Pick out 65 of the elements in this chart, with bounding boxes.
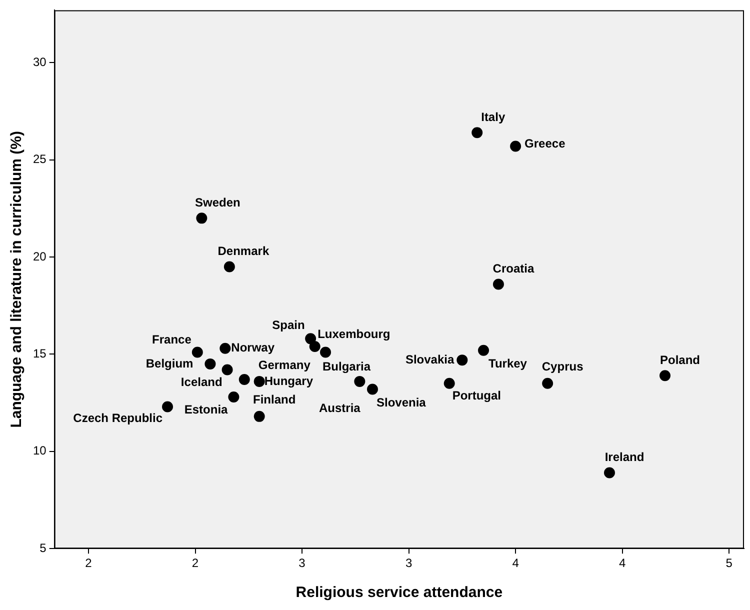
x-tick-label: 4 — [512, 556, 520, 570]
point — [220, 342, 231, 354]
annotation: Ireland — [604, 450, 644, 464]
point — [444, 378, 455, 389]
annotation: Cyprus — [542, 360, 584, 374]
x-tick-label: 3 — [298, 556, 306, 570]
point — [204, 358, 216, 370]
point — [542, 378, 554, 389]
point — [222, 364, 233, 376]
point — [192, 346, 203, 358]
annotation: Sweden — [194, 195, 240, 210]
annotation: France — [152, 332, 192, 347]
annotation: Croatia — [492, 262, 534, 276]
point — [309, 340, 320, 352]
y-tick-label: 15 — [32, 346, 47, 361]
annotation: Austria — [319, 400, 361, 415]
point — [238, 374, 250, 385]
annotation: Italy — [481, 110, 506, 124]
y-tick-label: 10 — [32, 444, 47, 458]
point — [224, 261, 235, 272]
annotation: Estonia — [184, 402, 228, 416]
y-tick-label: 20 — [32, 249, 47, 264]
y-axis-title: Language and literature in curriculum (%) — [8, 131, 26, 428]
point — [510, 140, 522, 152]
annotation: Spain — [272, 318, 305, 332]
annotation: Czech Republic — [73, 411, 163, 426]
point — [492, 278, 504, 290]
point — [456, 354, 468, 366]
annotation: Slovakia — [405, 352, 454, 366]
y-tick-label: 5 — [40, 540, 47, 555]
point — [305, 333, 316, 344]
point — [478, 344, 490, 356]
annotation: Portugal — [452, 388, 502, 403]
y-tick-label: 30 — [32, 54, 47, 69]
annotation: Luxembourg — [318, 326, 390, 341]
annotation: Hungary — [264, 374, 314, 388]
annotation: Turkey — [488, 356, 528, 371]
x-axis-title: Religious service attendance — [296, 584, 503, 602]
point — [228, 391, 240, 402]
annotation: Belgium — [146, 356, 194, 370]
x-tick-label: 4 — [618, 556, 626, 570]
annotation: Poland — [660, 352, 700, 367]
x-tick-label: 3 — [405, 556, 412, 570]
annotation: Slovenia — [376, 396, 426, 410]
annotation: Germany — [258, 358, 311, 372]
annotation: Greece — [524, 136, 566, 151]
x-tick-label: 2 — [85, 556, 92, 570]
annotation: Iceland — [180, 375, 222, 390]
point — [196, 212, 208, 224]
y-tick-label: 25 — [32, 152, 47, 166]
point — [162, 401, 174, 412]
annotation: Denmark — [218, 244, 270, 258]
x-tick-label: 5 — [726, 556, 733, 570]
point — [472, 127, 483, 138]
annotation: Bulgaria — [322, 360, 371, 374]
annotation: Finland — [252, 392, 296, 407]
point — [366, 384, 378, 395]
point — [320, 346, 332, 358]
point — [660, 370, 670, 382]
point — [604, 467, 615, 478]
x-tick-label: 2 — [192, 556, 199, 570]
annotation: Norway — [231, 340, 275, 355]
point — [254, 376, 265, 387]
point — [254, 410, 265, 422]
point — [354, 376, 366, 387]
